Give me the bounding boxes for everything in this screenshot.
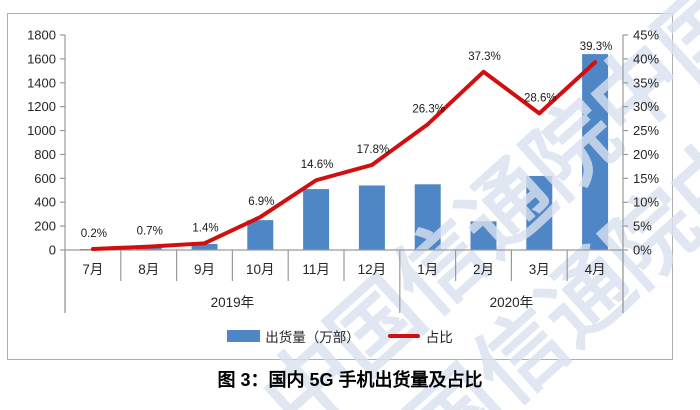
left-axis-label: 1400: [27, 75, 56, 90]
line-data-label: 39.3%: [580, 41, 613, 53]
month-label: 8月: [138, 262, 159, 277]
share-line: [90, 60, 598, 252]
right-axis-label: 25%: [633, 123, 659, 138]
left-axis-label: 1000: [27, 123, 56, 138]
bar-4月: [582, 54, 609, 250]
right-axis-label: 5%: [633, 219, 652, 234]
month-label: 1月: [417, 262, 438, 277]
line-data-label: 26.3%: [412, 103, 445, 115]
month-label: 2月: [473, 262, 494, 277]
bar-3月: [526, 175, 553, 250]
month-label: 11月: [302, 262, 330, 277]
month-label: 7月: [82, 262, 103, 277]
year-label: 2019年: [211, 295, 255, 310]
legend-bar-swatch: [227, 330, 261, 342]
line-data-label: 0.7%: [137, 226, 163, 238]
month-label: 3月: [529, 262, 550, 277]
line-data-label: 0.2%: [81, 228, 107, 240]
right-axis-label: 35%: [633, 75, 659, 90]
line-data-label: 14.6%: [301, 159, 334, 171]
left-axis-label: 1800: [27, 28, 56, 43]
bar-2月: [470, 221, 497, 250]
month-label: 12月: [358, 262, 387, 277]
left-axis-label: 1200: [27, 99, 56, 114]
right-axis-label: 30%: [633, 99, 659, 114]
line-data-label: 6.9%: [248, 196, 274, 208]
figure-caption: 图 3：国内 5G 手机出货量及占比: [217, 370, 483, 390]
bar-12月: [358, 185, 385, 250]
line-data-label: 1.4%: [192, 222, 218, 234]
left-axis-label: 1600: [27, 51, 56, 66]
line-data-label: 37.3%: [468, 51, 501, 63]
bar-8月: [135, 247, 162, 250]
line-data-label: 17.8%: [357, 144, 390, 156]
legend-bar-label: 出货量（万部）: [265, 330, 360, 345]
right-axis-label: 15%: [633, 171, 659, 186]
bar-9月: [191, 244, 218, 250]
legend-line-swatch: [387, 334, 420, 338]
bar-1月: [414, 184, 441, 250]
bar-10月: [247, 220, 274, 250]
right-axis-label: 45%: [633, 28, 659, 43]
right-axis-label: 40%: [633, 51, 659, 66]
right-axis-label: 10%: [633, 195, 659, 210]
line-data-label: 28.6%: [524, 92, 557, 104]
chart-plot-border: [7, 13, 673, 360]
left-axis-label: 400: [34, 195, 56, 210]
left-axis-label: 200: [34, 219, 56, 234]
left-axis-label: 800: [34, 147, 56, 162]
left-axis-label: 0: [49, 243, 56, 258]
right-axis-label: 0%: [633, 243, 652, 258]
left-axis-label: 600: [34, 171, 56, 186]
bar-11月: [303, 189, 330, 250]
legend-line-label: 占比: [425, 330, 453, 345]
month-label: 10月: [246, 262, 275, 277]
chart-legend: 出货量（万部） 占比: [7, 327, 673, 345]
month-label: 4月: [585, 262, 606, 277]
right-axis-label: 20%: [633, 147, 659, 162]
month-label: 9月: [194, 262, 215, 277]
year-label: 2020年: [490, 295, 534, 310]
